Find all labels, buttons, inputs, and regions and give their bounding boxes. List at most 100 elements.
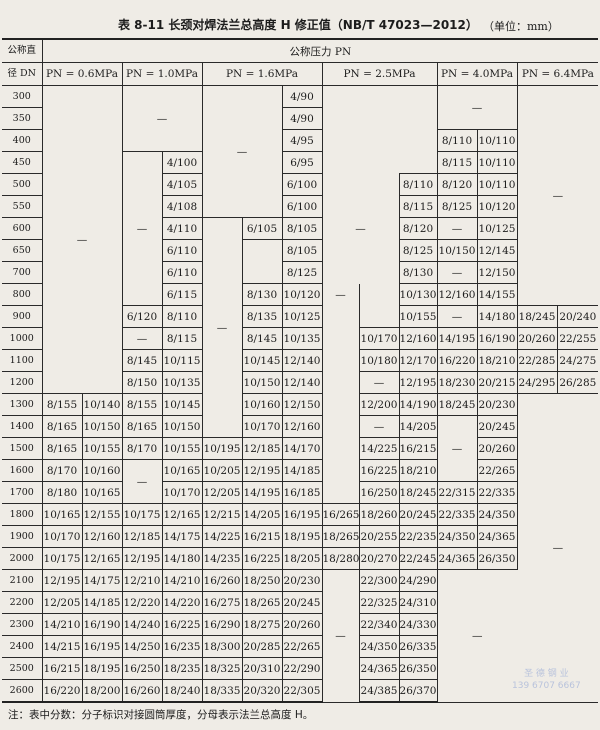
dash-cell: — xyxy=(436,85,518,130)
value-cell: 12/185 xyxy=(241,437,283,460)
table-row: 2300 14/210 16/190 14/240 16/225 16/290 18/275… xyxy=(2,613,598,636)
value-cell: 10/145 xyxy=(241,349,283,372)
value-cell: 22/290 xyxy=(281,657,323,680)
dash-cell: — xyxy=(121,85,203,152)
value-cell: 14/180 xyxy=(161,547,203,570)
value-cell: 22/245 xyxy=(398,547,438,570)
value-cell: 24/295 xyxy=(516,371,558,394)
value-cell: 18/195 xyxy=(81,657,123,680)
value-cell: 18/240 xyxy=(161,679,203,703)
unit-label: （单位：mm） xyxy=(483,20,559,33)
value-cell: 4/105 xyxy=(161,173,203,196)
pressure-group-header: 公称压力 PN xyxy=(41,38,599,63)
value-cell: 12/170 xyxy=(398,349,438,372)
value-cell: 16/185 xyxy=(281,481,323,504)
value-cell: 10/165 xyxy=(81,481,123,504)
value-cell: 14/235 xyxy=(201,547,243,570)
value-cell: 16/215 xyxy=(241,525,283,548)
value-cell: 14/195 xyxy=(241,481,283,504)
value-cell: 14/215 xyxy=(41,635,83,658)
dash-cell: — xyxy=(358,415,400,438)
table-row: 600 4/110—6/105 8/105 8/120—10/125 xyxy=(2,217,598,438)
value-cell: 22/335 xyxy=(436,503,478,526)
dn-cell: 1800 xyxy=(2,503,43,526)
value-cell: 14/175 xyxy=(81,569,123,592)
dn-cell: 2000 xyxy=(2,547,43,570)
value-cell: 14/220 xyxy=(161,591,203,614)
value-cell: 22/340 xyxy=(358,613,400,636)
table-row: 1900 10/170 12/160 12/185 14/175 14/225 16/215… xyxy=(2,525,598,548)
value-cell: 20/260 xyxy=(476,437,518,460)
value-cell: 18/210 xyxy=(476,349,518,372)
value-cell: 10/175 xyxy=(41,547,83,570)
dash-cell: — xyxy=(436,305,478,328)
value-cell: 10/110 xyxy=(476,173,518,196)
empty-cell xyxy=(241,239,283,284)
dash-cell: — xyxy=(321,173,400,284)
value-cell: 10/145 xyxy=(161,393,203,416)
value-cell: 6/100 xyxy=(281,173,323,196)
watermark-name: 圣 德 钢 业 xyxy=(524,669,569,679)
value-cell: 24/290 xyxy=(398,569,438,592)
value-cell: 14/155 xyxy=(476,283,518,306)
value-cell: 8/120 xyxy=(398,217,438,240)
value-cell: 6/110 xyxy=(161,261,203,284)
pn-header-2.5: PN = 2.5MPa xyxy=(321,62,438,86)
value-cell: 12/210 xyxy=(121,569,163,592)
value-cell: 8/135 xyxy=(241,305,283,328)
value-cell: 16/225 xyxy=(241,547,283,570)
value-cell: 22/335 xyxy=(476,481,518,504)
table-row: 800 6/115 8/130 10/120—10/130 12/160 14/155 xyxy=(2,283,598,328)
value-cell: 12/145 xyxy=(476,239,518,262)
value-cell: 14/185 xyxy=(281,459,323,482)
value-cell: 8/165 xyxy=(41,415,83,438)
value-cell: 4/90 xyxy=(281,107,323,130)
dash-cell: — xyxy=(201,85,283,218)
value-cell: 18/210 xyxy=(398,459,438,482)
value-cell: 10/170 xyxy=(41,525,83,548)
value-cell: 18/325 xyxy=(201,657,243,680)
value-cell: 20/310 xyxy=(241,657,283,680)
pn-header-4.0: PN = 4.0MPa xyxy=(436,62,518,86)
value-cell: 6/100 xyxy=(281,195,323,218)
dash-cell: — xyxy=(436,261,478,284)
value-cell: 10/170 xyxy=(358,327,400,350)
value-cell: 8/110 xyxy=(436,129,478,152)
value-cell: 10/135 xyxy=(281,327,323,350)
value-cell: 12/160 xyxy=(398,327,438,350)
value-cell: 8/125 xyxy=(398,239,438,262)
dn-cell: 800 xyxy=(2,283,43,306)
dn-cell: 1000 xyxy=(2,327,43,350)
value-cell: 12/160 xyxy=(81,525,123,548)
value-cell: 20/260 xyxy=(281,613,323,636)
table-row: 2500 16/215 18/195 16/250 18/235 18/325 20/310… xyxy=(2,657,598,680)
value-cell: 24/365 xyxy=(476,525,518,548)
value-cell: 20/270 xyxy=(358,547,400,570)
value-cell: 4/100 xyxy=(161,151,203,174)
dn-cell: 2100 xyxy=(2,569,43,592)
dn-cell: 350 xyxy=(2,107,43,130)
dn-cell: 450 xyxy=(2,151,43,174)
value-cell: 10/125 xyxy=(281,305,323,328)
dash-cell: — xyxy=(121,327,163,350)
value-cell: 10/155 xyxy=(81,437,123,460)
table-row: 700 6/110 8/125 8/130—12/150 xyxy=(2,261,598,284)
value-cell: 18/280 xyxy=(321,547,360,570)
table-row: 1300 8/155 10/140 8/155 10/145 10/160 12/150 12… xyxy=(2,393,599,703)
value-cell: 10/120 xyxy=(476,195,518,218)
value-cell: 22/305 xyxy=(281,679,323,703)
value-cell: 10/150 xyxy=(241,371,283,394)
table-row: 1500 8/165 10/155 8/170 10/155 10/195 12/185 14… xyxy=(2,437,598,460)
value-cell: 26/350 xyxy=(476,547,518,570)
value-cell: 22/285 xyxy=(516,349,558,372)
dash-cell: — xyxy=(41,85,123,394)
table-row: 2400 14/215 16/195 14/250 16/235 18/300 20/285… xyxy=(2,635,598,658)
table-row: 2100 12/195 14/175 12/210 14/210 16/260 18/250… xyxy=(2,569,598,703)
table-note: 注：表中分数：分子标识对接圆筒厚度，分母表示法兰总高度 H。 xyxy=(8,709,314,721)
value-cell: 10/110 xyxy=(476,151,518,174)
value-cell: 10/175 xyxy=(121,503,163,526)
value-cell: 8/155 xyxy=(41,393,83,416)
dn-cell: 900 xyxy=(2,305,43,328)
value-cell: 4/95 xyxy=(281,129,323,152)
value-cell: 20/245 xyxy=(476,415,518,438)
